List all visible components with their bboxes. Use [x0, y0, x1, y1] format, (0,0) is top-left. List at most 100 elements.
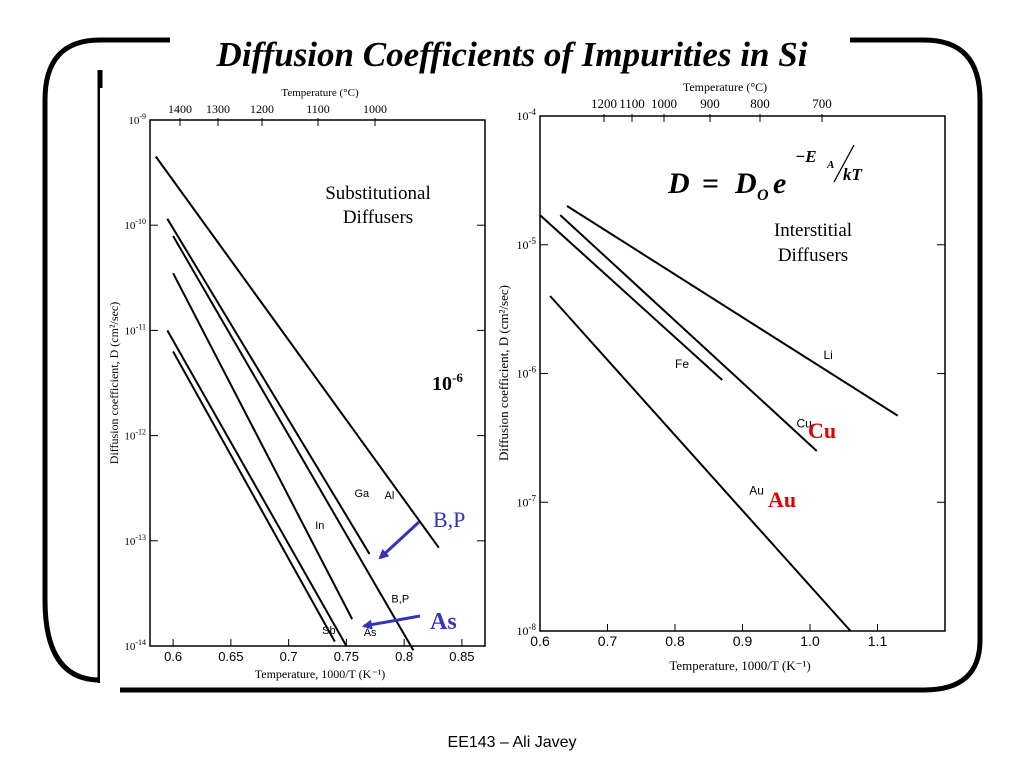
series-line-bp	[172, 235, 415, 651]
series-label: Fe	[675, 357, 689, 371]
y-ticks-group: 10-14 10-13 10-12 10-11 10-10 10-9	[124, 112, 485, 653]
panel-label: Interstitial Diffusers	[774, 220, 852, 266]
x-tick-label: 0.8	[665, 633, 685, 649]
panel-label: Substitutional Diffusers	[325, 183, 431, 228]
x-tick-label: 0.9	[733, 633, 753, 649]
x-tick-label: 0.8	[395, 649, 413, 664]
series-label: Sb	[322, 625, 335, 637]
y-tick-label: 10-5	[517, 236, 537, 252]
top-tick-label: 900	[700, 96, 720, 111]
series-line-cu	[559, 214, 818, 452]
y-tick-label: 10-13	[124, 533, 146, 548]
eq-exp-a: A	[826, 159, 834, 171]
series-line-al	[154, 155, 440, 549]
eq-fraction-slash	[833, 144, 855, 183]
as-callout-arrow	[362, 614, 421, 630]
as-callout-label: As	[430, 609, 457, 635]
cu-highlight-label: Cu	[808, 418, 836, 443]
arrhenius-equation: D = D O e −E A kT	[667, 144, 863, 204]
eq-d0-base: D	[734, 167, 757, 200]
y-ticks-group: 10-8 10-7 10-6 10-5 10-4	[517, 107, 945, 638]
x-tick-label: 0.6	[530, 633, 550, 649]
series-line-sb	[172, 351, 336, 643]
top-axis-label: Temperature (°C)	[281, 87, 359, 99]
series-group	[539, 205, 899, 632]
annotations-group: Ga Al In B,P Sb As	[315, 488, 409, 639]
annotations-group: Li Cu Fe Au	[675, 348, 833, 498]
x-tick-label: 1.0	[800, 633, 820, 649]
eq-d: D	[667, 167, 690, 200]
slide-title: Diffusion Coefficients of Impurities in …	[216, 35, 808, 74]
y-tick-label: 10-14	[124, 638, 146, 653]
series-line-ga	[166, 218, 371, 555]
exponent-note: 10-6	[432, 370, 463, 395]
top-tick-label: 1200	[250, 102, 274, 116]
bp-callout-label: B,P	[433, 507, 465, 532]
x-tick-label: 0.85	[449, 649, 474, 664]
y-tick-label: 10-8	[517, 622, 537, 638]
y-tick-label: 10-7	[517, 493, 537, 509]
top-ticks-group: 1400 1300 1200 1100 1000	[168, 102, 387, 126]
top-tick-label: 1000	[651, 96, 677, 111]
top-tick-label: 1300	[206, 102, 230, 116]
y-tick-label: 10-9	[128, 112, 146, 127]
bp-callout-arrow	[378, 520, 421, 560]
series-label: Al	[385, 490, 395, 502]
x-ticks-group: 0.6 0.7 0.8 0.9 1.0 1.1	[530, 624, 887, 649]
series-line-li	[566, 205, 899, 417]
au-highlight-label: Au	[768, 487, 796, 512]
series-label: Ga	[354, 488, 370, 500]
top-tick-label: 1100	[619, 96, 645, 111]
top-axis-label: Temperature (°C)	[683, 80, 767, 94]
x-tick-label: 0.75	[334, 649, 359, 664]
y-axis-label: Diffusion coefficient, D (cm²/sec)	[107, 302, 121, 464]
panel-label-line-1: Interstitial	[774, 220, 852, 241]
top-tick-label: 700	[812, 96, 832, 111]
right-figure-background	[500, 88, 952, 683]
eq-exp-kt: kT	[843, 165, 863, 184]
series-label: In	[315, 520, 324, 532]
y-tick-label: 10-11	[125, 322, 146, 337]
eq-d0-sub: O	[757, 187, 769, 204]
series-label: Au	[749, 483, 764, 497]
panel-label-line-2: Diffusers	[778, 245, 848, 266]
chart-substitutional: Temperature (°C) 1400 1300 1200 1100 1000 0.…	[107, 87, 486, 681]
slide-footer: EE143 – Ali Javey	[447, 734, 577, 751]
x-tick-label: 0.65	[218, 649, 243, 664]
series-label: Cu	[797, 417, 812, 431]
series-label: As	[364, 627, 377, 639]
series-line-in	[172, 272, 354, 620]
x-tick-label: 0.6	[164, 649, 182, 664]
y-tick-label: 10-12	[124, 428, 146, 443]
x-tick-label: 0.7	[280, 649, 298, 664]
panel-label-line-2: Diffusers	[343, 207, 413, 228]
top-tick-label: 1100	[306, 102, 330, 116]
series-label: Li	[824, 348, 833, 362]
x-ticks-group: 0.6 0.65 0.7 0.75 0.8 0.85	[164, 639, 475, 664]
series-line-fe	[539, 214, 723, 381]
y-axis-label: Diffusion coefficient, D (cm²/sec)	[496, 285, 511, 461]
series-line-au	[549, 295, 852, 632]
chart-interstitial: Temperature (°C) 1200 1100 1000 900 800 700 0…	[496, 80, 946, 673]
x-tick-label: 1.1	[868, 633, 888, 649]
panel-label-line-1: Substitutional	[325, 183, 431, 204]
exponent-note-sup: -6	[452, 370, 463, 385]
series-group	[154, 155, 440, 651]
left-figure-background	[100, 88, 492, 683]
top-tick-label: 1000	[363, 102, 387, 116]
top-tick-label: 1400	[168, 102, 192, 116]
y-tick-label: 10-4	[517, 107, 537, 123]
y-tick-label: 10-6	[517, 365, 537, 381]
series-line-as	[166, 329, 348, 647]
eq-exp-minus-e: −E	[795, 147, 817, 166]
top-ticks-group: 1200 1100 1000 900 800 700	[591, 96, 832, 122]
series-label: B,P	[391, 593, 409, 605]
x-axis-label: Temperature, 1000/T (K⁻¹)	[255, 667, 386, 681]
x-axis-label: Temperature, 1000/T (K⁻¹)	[669, 658, 810, 673]
eq-e: e	[773, 167, 786, 200]
exponent-note-base: 10	[432, 373, 452, 395]
eq-equals: =	[702, 167, 719, 200]
top-tick-label: 800	[750, 96, 770, 111]
top-tick-label: 1200	[591, 96, 617, 111]
